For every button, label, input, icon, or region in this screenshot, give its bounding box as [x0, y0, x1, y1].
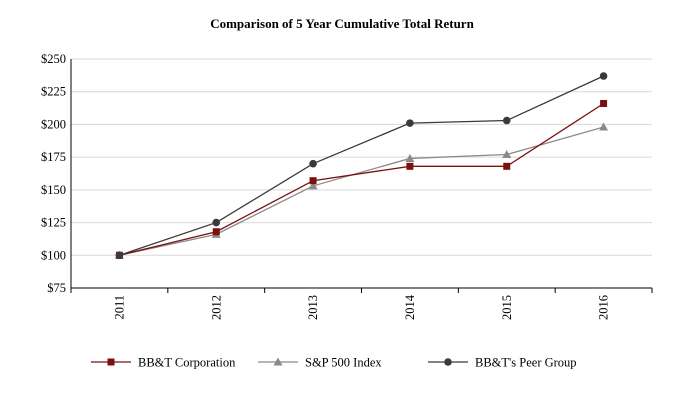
series-line-bb-t-corporation: [119, 102, 604, 256]
data-point-bb-t-s-peer-group: [212, 218, 221, 227]
y-tick-label: $175: [41, 150, 66, 164]
series-bb-t-s-peer-group: [115, 72, 608, 260]
x-tick-label: 2016: [597, 295, 611, 320]
chart-title: Comparison of 5 Year Cumulative Total Re…: [210, 16, 474, 31]
data-point-bb-t-s-peer-group: [309, 159, 317, 168]
data-point-bb-t-corporation: [309, 177, 317, 185]
data-point-bb-t-corporation: [212, 228, 220, 236]
x-tick-label: 2012: [209, 295, 223, 320]
y-tick-label: $150: [41, 183, 66, 197]
y-tick-label: $200: [41, 117, 66, 131]
x-tick-label: 2011: [112, 295, 126, 320]
data-point-bb-t-s-peer-group: [406, 119, 414, 127]
x-tick-label: 2014: [403, 294, 417, 320]
legend-item-bb-t-corporation: BB&T Corporation: [91, 356, 236, 370]
grid-lines: [71, 58, 652, 256]
data-point-s-p-500-index: [405, 153, 415, 162]
data-point-bb-t-corporation: [600, 99, 608, 107]
series-bb-t-corporation: [115, 99, 608, 259]
data-point-bb-t-s-peer-group: [502, 116, 511, 125]
data-point-bb-t-s-peer-group: [599, 72, 608, 80]
x-tick-label: 2015: [500, 295, 514, 320]
y-tick-label: $125: [41, 216, 66, 230]
legend: BB&T Corporation S&P 500 Index BB&T's Peer…: [91, 356, 577, 370]
data-point-bb-t-corporation: [503, 162, 511, 170]
y-axis-ticks: $75 $100 $125 $150 $175 $200 $225 $250: [41, 52, 66, 295]
data-point-s-p-500-index: [502, 150, 512, 159]
legend-item-s-p-500-index: S&P 500 Index: [258, 356, 382, 370]
series-line-s-p-500-index: [119, 126, 604, 256]
x-axis-ticks: 2011 2012 2013 2014 2015 2016: [112, 294, 610, 320]
y-tick-label: $100: [41, 248, 66, 262]
legend-marker: [107, 358, 115, 366]
y-tick-label: $250: [41, 52, 66, 66]
data-point-s-p-500-index: [308, 181, 318, 190]
data-point-bb-t-s-peer-group: [115, 251, 124, 260]
legend-label: BB&T Corporation: [138, 356, 236, 370]
x-tick-label: 2013: [306, 295, 320, 320]
y-tick-label: $75: [47, 281, 66, 295]
legend-item-bb-t-s-peer-group: BB&T's Peer Group: [428, 356, 577, 370]
legend-label: S&P 500 Index: [305, 356, 382, 370]
y-tick-label: $225: [41, 85, 66, 99]
data-point-bb-t-corporation: [406, 162, 414, 170]
legend-marker: [444, 358, 452, 366]
series-group: [114, 72, 609, 260]
series-line-bb-t-s-peer-group: [119, 75, 604, 256]
data-point-s-p-500-index: [599, 122, 609, 131]
axes: [70, 59, 653, 293]
legend-marker: [273, 357, 283, 366]
legend-label: BB&T's Peer Group: [475, 356, 577, 370]
